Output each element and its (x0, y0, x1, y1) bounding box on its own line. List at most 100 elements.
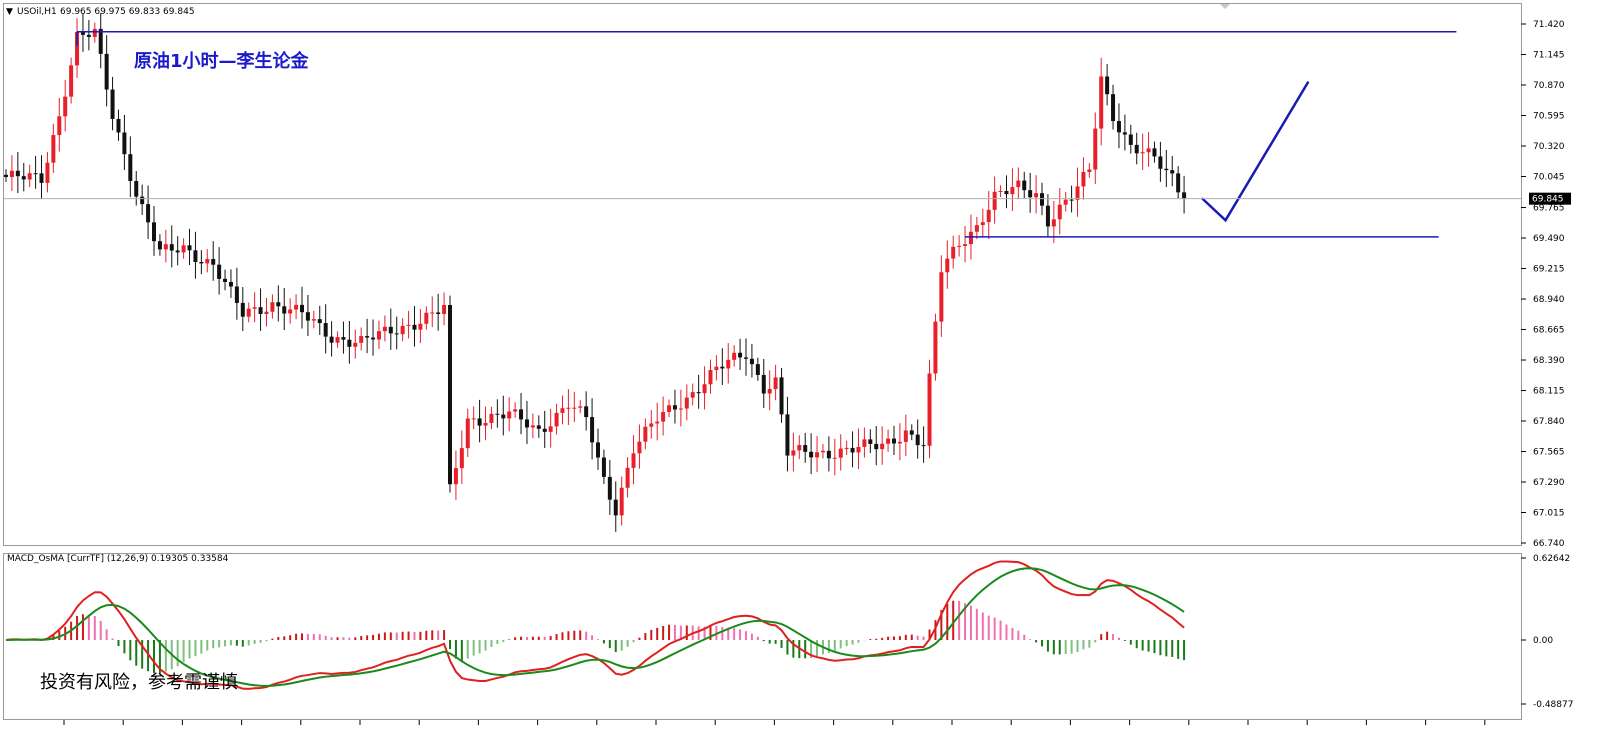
bull-candle (773, 377, 778, 389)
bull-candle (406, 324, 411, 326)
bull-candle (1081, 171, 1086, 187)
bear-candle (696, 392, 701, 394)
bull-candle (684, 397, 689, 409)
price-tick-label: 70.870 (1533, 81, 1565, 91)
bear-candle (347, 339, 352, 347)
price-tick-label: 68.115 (1533, 387, 1565, 397)
bull-candle (483, 422, 488, 426)
bear-candle (584, 406, 589, 418)
bear-candle (1176, 173, 1181, 193)
bear-candle (826, 450, 831, 459)
price-tick-label: 69.215 (1533, 265, 1565, 275)
bear-candle (116, 118, 121, 133)
bull-candle (288, 309, 293, 314)
bull-candle (430, 312, 435, 314)
bear-candle (874, 443, 879, 450)
bull-candle (181, 245, 186, 253)
bear-candle (596, 442, 600, 458)
bear-candle (1004, 191, 1009, 195)
bear-candle (169, 244, 174, 251)
menu-chevron-icon[interactable]: ▼ (6, 7, 13, 17)
price-tick-label: 68.940 (1533, 295, 1565, 305)
bull-candle (335, 337, 340, 343)
bull-candle (832, 457, 837, 459)
bear-candle (323, 323, 328, 337)
price-tick-label: 70.595 (1533, 111, 1565, 121)
bear-candle (1105, 76, 1110, 95)
bull-candle (270, 302, 275, 312)
bear-candle (217, 264, 222, 279)
bull-candle (69, 65, 74, 97)
bear-candle (519, 409, 524, 420)
price-tick-label: 69.490 (1533, 234, 1565, 244)
bull-candle (459, 448, 464, 469)
bear-candle (761, 374, 766, 394)
bull-candle (957, 245, 962, 247)
bull-candle (767, 388, 772, 394)
bear-candle (755, 364, 760, 375)
bull-candle (986, 209, 991, 223)
bull-candle (974, 225, 979, 232)
bull-candle (791, 450, 796, 456)
bull-candle (572, 407, 577, 409)
bull-candle (880, 443, 885, 450)
bull-candle (465, 418, 470, 449)
bear-candle (388, 326, 393, 334)
bull-candle (442, 305, 447, 314)
bull-candle (637, 441, 642, 454)
macd-tick-label: 0.62642 (1533, 554, 1570, 564)
macd-line (5, 560, 1185, 690)
bear-candle (122, 132, 127, 155)
bear-candle (228, 281, 233, 287)
bull-candle (643, 426, 648, 442)
price-tick-label: 69.765 (1533, 204, 1565, 214)
bull-candle (951, 246, 956, 259)
macd-tick-label: 0.00 (1533, 636, 1553, 646)
bull-candle (667, 405, 672, 412)
macd-indicator-label: MACD_OsMA [CurrTF] (12,26,9) 0.19305 0.3… (7, 554, 229, 564)
bear-candle (258, 307, 263, 315)
bear-candle (371, 337, 376, 340)
bull-candle (252, 307, 257, 309)
bull-candle (927, 373, 932, 446)
bull-candle (708, 370, 713, 385)
scroll-marker-icon[interactable] (1220, 4, 1230, 9)
bull-candle (797, 445, 802, 451)
bear-candle (1040, 193, 1044, 206)
bull-candle (424, 312, 429, 324)
bull-candle (732, 352, 737, 360)
chart-annotation-title: 原油1小时—李生论金 (134, 50, 310, 72)
bear-candle (365, 336, 370, 338)
bear-candle (1045, 205, 1050, 227)
main-panel-frame (3, 3, 1522, 546)
bull-candle (690, 392, 695, 398)
bull-candle (1087, 169, 1092, 172)
bear-candle (803, 445, 808, 452)
bull-candle (246, 308, 251, 317)
price-tick-label: 68.665 (1533, 326, 1565, 336)
bull-candle (980, 222, 985, 226)
bull-candle (400, 325, 405, 335)
bear-candle (720, 366, 725, 369)
bear-candle (672, 405, 677, 410)
bear-candle (128, 154, 133, 181)
bull-candle (57, 116, 62, 136)
bear-candle (175, 250, 180, 253)
bull-candle (619, 487, 624, 516)
bear-candle (1022, 180, 1027, 191)
price-tick-label: 70.045 (1533, 172, 1565, 182)
bear-candle (80, 32, 85, 35)
bear-candle (892, 438, 896, 444)
symbol-label: USOil,H1 (17, 7, 57, 17)
bear-candle (524, 419, 529, 428)
bear-candle (785, 414, 790, 456)
bull-candle (63, 96, 68, 117)
bear-candle (187, 245, 192, 251)
bear-candle (104, 53, 109, 90)
bear-candle (915, 434, 920, 446)
bear-candle (921, 445, 926, 447)
bull-candle (886, 438, 891, 444)
bear-candle (1122, 132, 1127, 135)
bull-candle (530, 425, 535, 428)
